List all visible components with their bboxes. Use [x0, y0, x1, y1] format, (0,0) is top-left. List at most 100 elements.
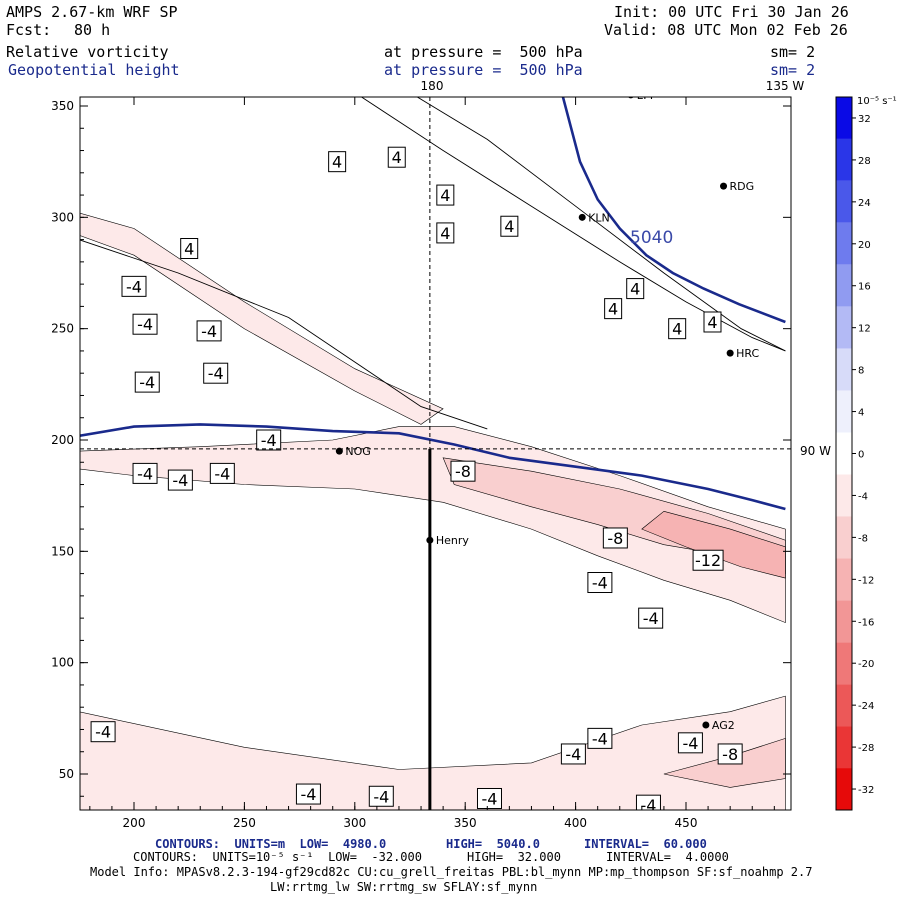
contour-label: -12 — [692, 549, 724, 571]
y-tick-label: 150 — [51, 544, 74, 558]
station-label: AG2 — [712, 719, 735, 732]
valid-time: Valid: 08 UTC Mon 02 Feb 26 — [604, 21, 848, 39]
contour-label-text: -4 — [208, 364, 224, 383]
contour-label-text: -4 — [95, 723, 111, 742]
contour-label: -4 — [256, 429, 282, 451]
contour-label: 4 — [436, 222, 455, 244]
contour-label-text: -8 — [722, 745, 738, 764]
colorbar-swatch — [836, 264, 852, 307]
contour-label: 4 — [500, 215, 519, 237]
footer-vort-interval: INTERVAL= 4.0000 — [606, 850, 729, 864]
colorbar-swatch — [836, 642, 852, 685]
contour-label: -4 — [209, 462, 235, 484]
colorbar-tick-label: -16 — [858, 617, 874, 628]
contour-label: -4 — [635, 794, 661, 815]
colorbar-tick-label: 8 — [858, 366, 864, 377]
contour-positive-3 — [80, 239, 488, 430]
contour-label-text: -4 — [482, 789, 498, 808]
field2-smoothing: sm= 2 — [770, 61, 816, 79]
contour-label: -4 — [368, 785, 394, 807]
contour-label-text: 4 — [707, 313, 717, 332]
station-henry: Henry — [426, 534, 469, 547]
contour-label-text: -4 — [201, 322, 217, 341]
colorbar-tick-label: 20 — [858, 240, 871, 251]
colorbar-swatch — [836, 684, 852, 727]
footer-vort-low: CONTOURS: UNITS=10⁻⁵ s⁻¹ LOW= -32.000 — [133, 850, 422, 864]
contour-label: -4 — [132, 462, 158, 484]
station-kln: KLN — [578, 211, 610, 224]
colorbar-tick-label: -8 — [858, 533, 868, 544]
shade-band-main — [80, 426, 786, 624]
contour-label-text: -4 — [640, 796, 656, 815]
contour-label: -4 — [90, 721, 116, 743]
footer-height-low: CONTOURS: UNITS=m LOW= 4980.0 — [155, 837, 387, 851]
colorbar-tick-label: -4 — [858, 491, 868, 502]
field2-level: at pressure = 500 hPa — [384, 61, 583, 79]
footer-model-info: Model Info: MPASv8.2.3-194-gf29cd82c CU:… — [90, 865, 813, 879]
colorbar-unit: 10⁻⁵ s⁻¹ — [857, 96, 897, 107]
colorbar-tick-label: -32 — [858, 785, 874, 796]
station-rdg: RDG — [720, 180, 754, 193]
station-label: HRC — [736, 347, 759, 360]
station-hrc: HRC — [726, 347, 760, 360]
contour-label-text: 4 — [440, 186, 450, 205]
field1-smoothing: sm= 2 — [770, 43, 816, 61]
shade-band-northwest — [80, 212, 444, 425]
station-label: Henry — [436, 534, 470, 547]
colorbar-swatch — [836, 432, 852, 475]
contour-label-text: -8 — [607, 529, 623, 548]
colorbar-swatch — [836, 138, 852, 181]
colorbar-swatch — [836, 600, 852, 643]
contour-positive-2 — [360, 97, 786, 352]
shade-band-south — [80, 695, 786, 810]
colorbar-swatch — [836, 474, 852, 517]
contour-label-text: -8 — [455, 462, 471, 481]
contour-label-text: -4 — [137, 315, 153, 334]
contour-label-text: 4 — [504, 217, 514, 236]
contour-label: -4 — [132, 313, 158, 335]
colorbar-swatch — [836, 558, 852, 601]
contour-label: -4 — [167, 469, 193, 491]
colorbar-tick-label: 4 — [858, 408, 864, 419]
y-tick-label: 200 — [51, 433, 74, 447]
field2-name: Geopotential height — [8, 61, 180, 79]
x-tick-label: 400 — [564, 816, 587, 830]
colorbar-swatch — [836, 390, 852, 433]
station-label: NOG — [345, 445, 370, 458]
contour-label-text: -4 — [214, 464, 230, 483]
contour-label: 4 — [604, 298, 623, 320]
contour-label: -4 — [295, 783, 321, 805]
field1-level: at pressure = 500 hPa — [384, 43, 583, 61]
contour-label: -4 — [121, 275, 147, 297]
station-label: KLN — [588, 211, 610, 224]
forecast-label: Fcst: — [6, 21, 52, 39]
x-tick-label: 200 — [123, 816, 146, 830]
contour-label-text: 4 — [630, 280, 640, 299]
colorbar-swatch — [836, 180, 852, 223]
colorbar-tick-label: 16 — [858, 282, 871, 293]
contour-label: 4 — [703, 311, 722, 333]
colorbar-swatch — [836, 348, 852, 391]
colorbar-tick-label: -12 — [858, 575, 874, 586]
contour-label: -4 — [587, 727, 613, 749]
lat-90w-label: 90 W — [800, 444, 831, 458]
y-tick-label: 350 — [51, 99, 74, 113]
y-tick-label: 50 — [59, 767, 74, 781]
contour-label: 4 — [436, 184, 455, 206]
contour-label-text: 4 — [184, 240, 194, 259]
contour-label: -4 — [638, 607, 664, 629]
contour-label-text: -4 — [643, 609, 659, 628]
contour-label-text: 4 — [440, 224, 450, 243]
init-time: Init: 00 UTC Fri 30 Jan 26 — [614, 3, 849, 21]
contour-label: -8 — [717, 743, 743, 765]
contour-label-text: -4 — [592, 729, 608, 748]
contour-label-text: 4 — [392, 148, 402, 167]
station-label: LYT — [637, 89, 655, 102]
contour-label-text: 4 — [608, 300, 618, 319]
contour-label-text: -4 — [565, 745, 581, 764]
contour-label-text: -4 — [172, 471, 188, 490]
colorbar: 32 28 24 20 16 12 8 4 0 -4 -8 -12 -16 -20 -24 -28 -32 — [835, 96, 874, 811]
contour-label-text: -4 — [139, 373, 155, 392]
